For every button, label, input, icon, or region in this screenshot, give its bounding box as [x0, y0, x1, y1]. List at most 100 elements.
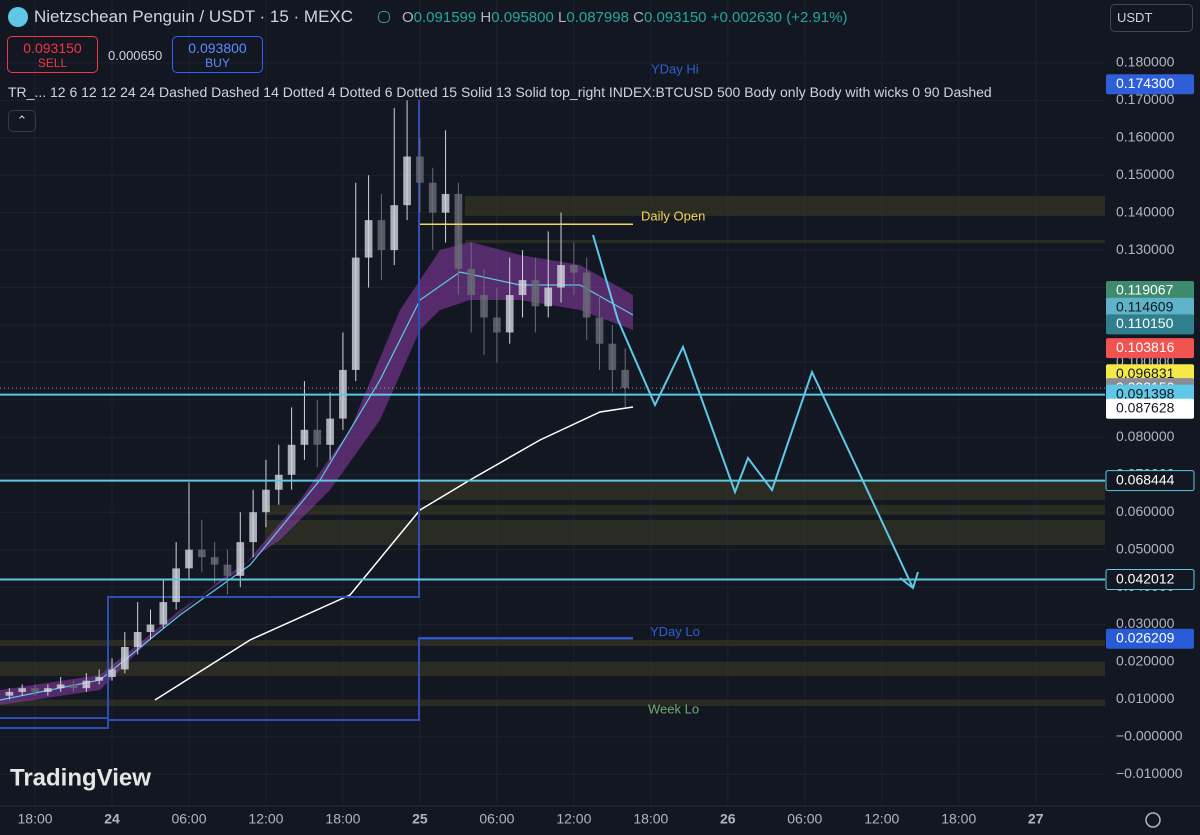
candle-body: [441, 193, 450, 213]
candle-body: [69, 684, 78, 689]
x-tick-label: 27: [1028, 811, 1044, 827]
ohlc-key: O: [402, 9, 414, 26]
price-label: 0.096831: [1116, 365, 1175, 381]
candle-body: [197, 549, 206, 558]
candle-body: [262, 489, 270, 513]
candle-body: [18, 688, 27, 692]
x-tick-label: 18:00: [941, 811, 976, 827]
price-label-box: [1106, 628, 1194, 649]
candle-body: [223, 564, 232, 576]
candle-body: [595, 317, 604, 344]
candle-body: [82, 680, 91, 689]
price-label: 0.087628: [1116, 399, 1175, 415]
candle-body: [557, 265, 565, 288]
zone: [265, 505, 1105, 515]
price-label: 0.114609: [1116, 298, 1174, 314]
y-tick-label: 0.160000: [1116, 128, 1175, 144]
candle-body: [95, 676, 104, 681]
price-label: 0.174300: [1116, 75, 1175, 91]
sell-label: SELL: [37, 56, 68, 70]
candle-body: [56, 684, 65, 689]
candle-body: [403, 156, 411, 206]
indicator-legend: TR_... 12 6 12 12 24 24 Dashed Dashed 14…: [8, 84, 992, 100]
price-label-box: [1106, 314, 1194, 335]
y-tick-label: 0.180000: [1116, 54, 1175, 70]
price-label-box: [1105, 569, 1195, 591]
candle-body: [236, 542, 245, 576]
price-label-box: [1105, 470, 1195, 492]
sell-price: 0.093150: [23, 40, 82, 56]
y-tick-label: 0.010000: [1116, 690, 1175, 706]
buy-button[interactable]: 0.093800 BUY: [172, 36, 263, 73]
y-tick-label: −0.010000: [1116, 765, 1183, 781]
candle-body: [146, 624, 155, 633]
candle-body: [172, 568, 180, 603]
x-tick-label: 06:00: [479, 811, 514, 827]
buy-label: BUY: [205, 56, 230, 70]
currency-select[interactable]: USDT: [1110, 4, 1193, 32]
candle-body: [31, 688, 39, 692]
ohlc-key: L: [558, 9, 567, 26]
grid: [0, 0, 1105, 805]
ohlc-value: 0.091599: [413, 9, 477, 26]
x-tick-label: 12:00: [556, 811, 591, 827]
candle-body: [44, 688, 52, 692]
price-label-box: [1106, 398, 1194, 419]
candle-body: [364, 220, 373, 258]
y-tick-label: 0.030000: [1116, 615, 1175, 631]
price-label: 0.068444: [1116, 471, 1175, 487]
candle-body: [159, 602, 168, 625]
currency: USDT: [1117, 10, 1153, 25]
zones: [0, 196, 1105, 706]
candle-body: [249, 512, 257, 543]
y-tick-label: 0.080000: [1116, 428, 1175, 444]
status-dot: [378, 11, 390, 23]
candle-body: [467, 268, 476, 296]
ohlc-key: C: [633, 9, 644, 26]
zone: [265, 520, 1105, 545]
collapse-button[interactable]: ⌃: [8, 110, 36, 132]
candle-body: [480, 295, 488, 318]
candle-body: [351, 257, 360, 370]
level-label: YDay Lo: [650, 624, 700, 639]
y-tick-label: 0.050000: [1116, 540, 1175, 556]
price-label: 0.103816: [1116, 339, 1175, 355]
candles: [5, 100, 630, 700]
symbol-icon: [8, 7, 28, 27]
y-tick-label: −0.000000: [1116, 728, 1183, 744]
candle-body: [287, 444, 296, 475]
candle-body: [621, 369, 630, 388]
y-tick-label: 0.140000: [1116, 203, 1175, 219]
x-tick-label: 12:00: [864, 811, 899, 827]
ohlc: O0.091599 H0.095800 L0.087998 C0.093150 …: [402, 9, 847, 26]
price-label: 0.110150: [1116, 315, 1174, 331]
projection: [592, 234, 914, 589]
settings-icon[interactable]: [1145, 812, 1161, 828]
candle-body: [274, 474, 283, 490]
sell-button[interactable]: 0.093150 SELL: [7, 36, 98, 73]
price-label-box: [1106, 281, 1194, 302]
x-tick-label: 26: [720, 811, 736, 827]
price-label-box: [1106, 74, 1194, 95]
x-tick-label: 25: [412, 811, 428, 827]
ma-band: [0, 242, 633, 705]
level-label: Week Lo: [648, 701, 699, 716]
candle-body: [210, 557, 219, 565]
y-tick-label: 0.020000: [1116, 653, 1175, 669]
price-label: 0.091398: [1116, 385, 1175, 401]
candle-body: [108, 669, 116, 677]
x-tick-label: 18:00: [325, 811, 360, 827]
price-label: 0.119067: [1116, 282, 1174, 298]
candle-body: [5, 691, 14, 696]
candle-body: [570, 265, 578, 273]
projection-arrow: [899, 571, 919, 590]
x-tick-label: 12:00: [248, 811, 283, 827]
candle-body: [185, 549, 193, 569]
price-label-box: [1106, 338, 1194, 359]
candle-body: [313, 429, 322, 445]
candle-body: [518, 280, 527, 296]
candle-body: [377, 220, 386, 251]
x-tick-label: 06:00: [787, 811, 822, 827]
zone: [0, 700, 1105, 706]
y-tick-label: 0.060000: [1116, 503, 1175, 519]
